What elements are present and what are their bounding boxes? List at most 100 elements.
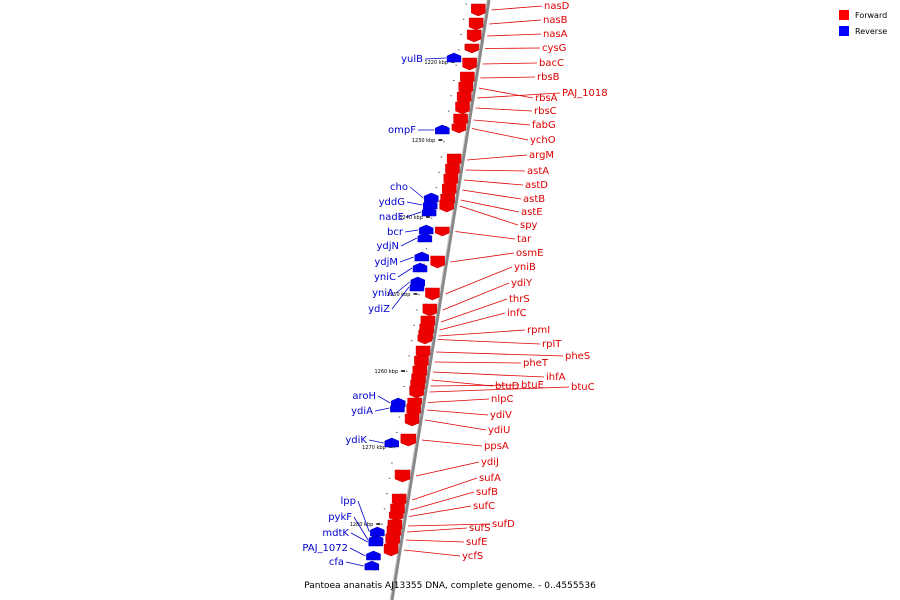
gene-arrow	[439, 199, 454, 213]
gene-arrow	[418, 224, 434, 235]
gene-label: lpp	[341, 496, 356, 507]
gene-leader-line	[489, 19, 542, 25]
gene-label: aroH	[352, 391, 376, 402]
gene-forward-ppsA: ppsA	[400, 433, 509, 452]
gene-label: astD	[525, 180, 548, 191]
gene-leader-line	[438, 329, 526, 337]
gene-label: osmE	[516, 248, 543, 259]
gene-leader-line	[412, 477, 478, 501]
gene-forward-rbsA: rbsA	[458, 81, 558, 104]
gene-label: btuD	[495, 381, 520, 392]
gene-forward-sufC: sufC	[388, 501, 495, 522]
gene-forward-ydiU: ydiU	[404, 413, 510, 436]
gene-leader-line	[439, 312, 506, 331]
gene-leader-line	[475, 107, 533, 112]
gene-label: btuE	[521, 380, 544, 391]
gene-leader-line	[477, 92, 561, 99]
gene-leader-line	[478, 87, 534, 99]
gene-arrow	[430, 255, 445, 269]
gene-label: ydjN	[376, 241, 399, 252]
gene-leader-line	[404, 229, 419, 233]
gene-leader-line	[455, 231, 516, 240]
gene-leader-line	[463, 179, 524, 186]
gene-leader-line	[482, 62, 538, 65]
gene-arrow	[388, 511, 404, 522]
gene-leader-line	[437, 339, 541, 345]
gene-leader-line	[436, 351, 564, 357]
gene-forward-rbsC: rbsC	[455, 101, 557, 117]
gene-label: btuC	[571, 382, 595, 393]
gene-forward-fabG: fabG	[453, 113, 556, 131]
gene-label: ydiJ	[481, 457, 499, 468]
gene-leader-line	[391, 286, 410, 310]
gene-label: yulB	[401, 54, 423, 65]
gene-reverse-cfa: cfa	[329, 557, 380, 571]
gene-leader-line	[465, 169, 526, 172]
gene-label: pheT	[523, 358, 549, 369]
gene-arrow	[417, 232, 433, 243]
caption: Pantoea ananatis AJ13355 DNA, complete g…	[304, 581, 596, 591]
gene-forward-ydiJ: ydiJ	[394, 457, 499, 483]
gene-leader-line	[442, 282, 510, 311]
gene-leader-line	[349, 547, 366, 557]
gene-forward-argM: argM	[446, 150, 554, 167]
gene-arrow	[409, 281, 425, 292]
kbp-tick-label: 1250 kbp	[387, 292, 411, 298]
gene-label: ydiZ	[368, 304, 390, 315]
gene-label: rbsC	[534, 106, 557, 117]
gene-forward-tar: tar	[435, 226, 532, 245]
gene-label: sufB	[476, 487, 498, 498]
gene-label: mdtK	[322, 528, 349, 539]
gene-arrow	[384, 437, 399, 448]
gene-arrow	[409, 385, 424, 399]
gene-leader-line	[409, 186, 424, 199]
gene-leader-line	[400, 237, 418, 247]
reverse-genes: yulB ompF cho yddG nadE bcr ydjN ydjM yniC yniA yd…	[302, 52, 462, 571]
gene-leader-line	[460, 199, 520, 213]
gene-arrow	[422, 199, 438, 210]
gene-label: nasB	[543, 15, 568, 26]
gene-arrow	[400, 433, 417, 447]
gene-arrow	[425, 287, 440, 301]
gene-arrow	[451, 123, 467, 134]
legend-forward-swatch	[839, 10, 849, 20]
gene-label: nasA	[543, 29, 568, 40]
gene-label: ycfS	[462, 551, 483, 562]
gene-leader-line	[415, 461, 480, 477]
gene-arrow	[383, 543, 399, 557]
gene-leader-line	[405, 211, 422, 218]
gene-leader-line	[410, 491, 475, 511]
gene-leader-line	[409, 505, 472, 517]
gene-forward-yniB: yniB	[425, 262, 536, 301]
tick-labels: 1220 kbp 1230 kbp 1240 kbp 1250 kbp 1260 kbp…	[350, 60, 455, 528]
gene-leader-line	[425, 419, 487, 431]
gene-leader-line	[426, 409, 489, 416]
gene-leader-line	[473, 119, 531, 126]
gene-leader-line	[430, 384, 520, 387]
gene-label: fabG	[532, 120, 556, 131]
gene-leader-line	[357, 500, 370, 533]
gene-label: rpmI	[527, 325, 550, 336]
gene-label: ihfA	[546, 372, 566, 383]
gene-leader-line	[484, 47, 541, 49]
gene-leader-line	[429, 386, 570, 393]
kbp-tick-label: 1220 kbp	[424, 60, 448, 66]
gene-forward-ydiY: ydiY	[422, 278, 533, 317]
gene-forward-bacC: bacC	[462, 57, 564, 71]
gene-forward-ycfS: ycfS	[383, 543, 483, 562]
gene-reverse-lpp: lpp	[341, 496, 385, 537]
gene-label: cysG	[542, 43, 566, 54]
gene-label: ydiA	[351, 406, 373, 417]
gene-arrow	[422, 303, 438, 317]
legend-reverse-swatch	[839, 26, 849, 36]
gene-reverse-mdtK: mdtK	[322, 528, 383, 547]
gene-label: nadE	[379, 212, 404, 223]
gene-leader-line	[459, 205, 519, 226]
gene-leader-line	[350, 532, 368, 543]
gene-arrow	[464, 43, 480, 54]
gene-label: yniC	[374, 272, 396, 283]
gene-reverse-cho: cho	[390, 182, 439, 203]
gene-forward-osmE: osmE	[430, 248, 543, 269]
gene-label: spy	[520, 220, 538, 231]
